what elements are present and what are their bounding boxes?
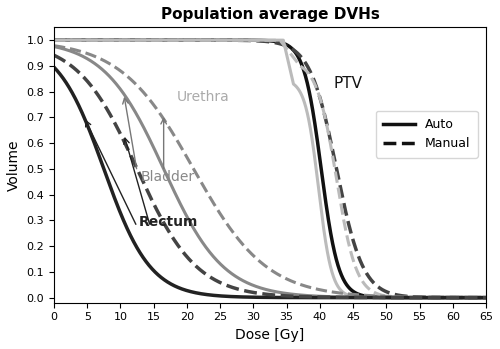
Text: Urethra: Urethra	[177, 90, 230, 104]
Y-axis label: Volume: Volume	[7, 139, 21, 191]
Text: PTV: PTV	[333, 76, 362, 91]
Text: Rectum: Rectum	[139, 215, 198, 229]
X-axis label: Dose [Gy]: Dose [Gy]	[236, 328, 304, 342]
Text: Bladder: Bladder	[140, 170, 194, 184]
Legend: Auto, Manual: Auto, Manual	[376, 111, 478, 158]
Title: Population average DVHs: Population average DVHs	[160, 7, 380, 22]
